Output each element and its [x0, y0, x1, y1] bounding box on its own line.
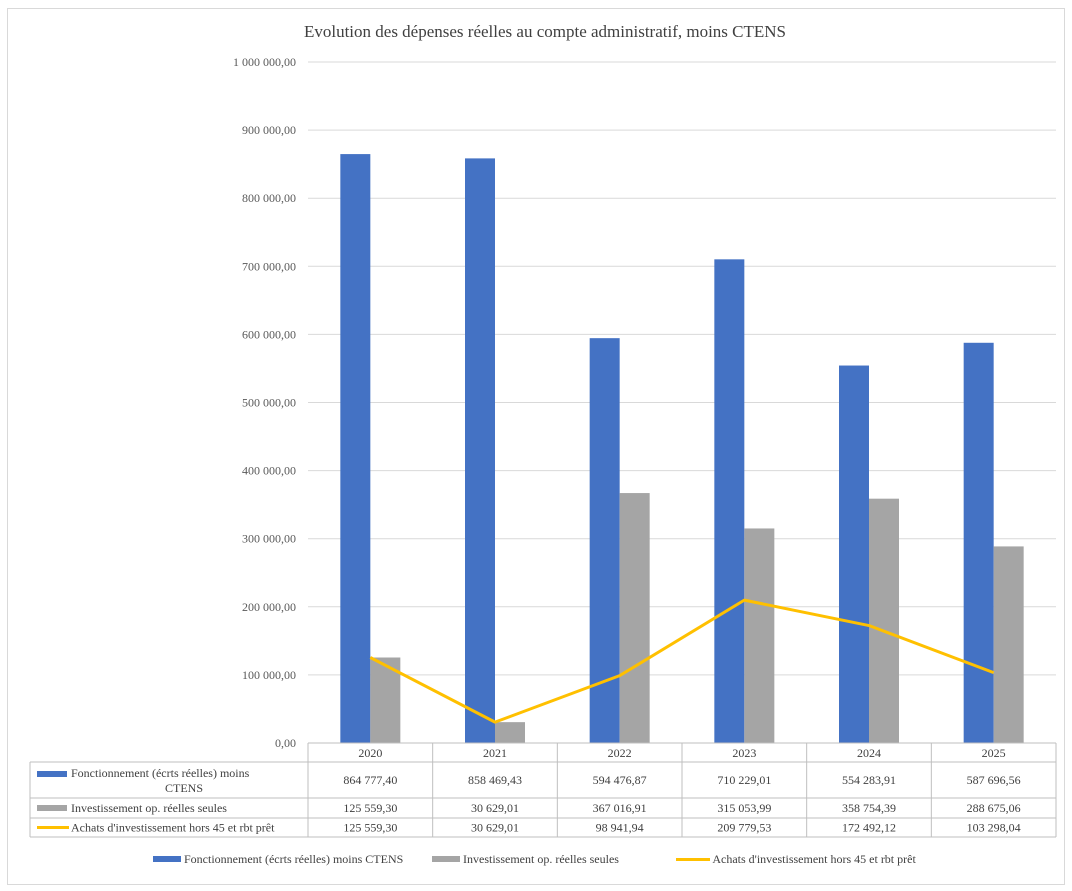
x-category-label: 2022	[608, 746, 632, 760]
table-cell-value: 30 629,01	[471, 801, 519, 815]
y-tick-label: 800 000,00	[242, 191, 296, 205]
table-row-label: Fonctionnement (écrts réelles) moins	[71, 766, 250, 780]
table-cell-value: 858 469,43	[468, 773, 522, 787]
y-tick-label: 600 000,00	[242, 327, 296, 341]
table-cell-value: 98 941,94	[596, 821, 644, 835]
y-tick-label: 900 000,00	[242, 123, 296, 137]
table-cell-value: 125 559,30	[343, 821, 397, 835]
y-tick-label: 100 000,00	[242, 668, 296, 682]
y-tick-label: 700 000,00	[242, 259, 296, 273]
legend-item-fonctionnement: Fonctionnement (écrts réelles) moins CTE…	[153, 852, 423, 866]
legend-item-achats: Achats d'investissement hors 45 et rbt p…	[676, 852, 976, 866]
x-category-label: 2024	[857, 746, 881, 760]
x-category-label: 2021	[483, 746, 507, 760]
legend-item-investissement: Investissement op. réelles seules	[432, 852, 682, 866]
bar-fonctionnement	[839, 365, 869, 743]
table-cell-value: 864 777,40	[343, 773, 397, 787]
table-cell-value: 209 779,53	[717, 821, 771, 835]
legend-swatch-achats	[676, 857, 710, 861]
table-cell-value: 367 016,91	[593, 801, 647, 815]
legend-label-fonctionnement: Fonctionnement (écrts réelles) moins CTE…	[184, 852, 404, 866]
table-cell-value: 30 629,01	[471, 821, 519, 835]
y-tick-label: 200 000,00	[242, 600, 296, 614]
table-row-label: Investissement op. réelles seules	[71, 801, 227, 815]
table-cell-value: 358 754,39	[842, 801, 896, 815]
y-tick-label: 500 000,00	[242, 396, 296, 410]
bar-fonctionnement	[589, 338, 620, 743]
chart-title: Evolution des dépenses réelles au compte…	[303, 22, 787, 41]
table-legend-key	[37, 826, 69, 829]
table-legend-key	[37, 805, 67, 811]
table-cell-value: 172 492,12	[842, 821, 896, 835]
bar-fonctionnement	[465, 158, 495, 743]
y-tick-label: 400 000,00	[242, 464, 296, 478]
table-legend-key	[37, 771, 67, 777]
bar-investissement	[869, 498, 899, 743]
table-cell-value: 288 675,06	[967, 801, 1021, 815]
y-tick-label: 300 000,00	[242, 532, 296, 546]
table-cell-value: 125 559,30	[343, 801, 397, 815]
y-tick-label: 1 000 000,00	[233, 55, 296, 69]
legend-label-investissement: Investissement op. réelles seules	[463, 852, 619, 866]
table-cell-value: 103 298,04	[967, 821, 1021, 835]
x-category-label: 2023	[732, 746, 756, 760]
table-cell-value: 554 283,91	[842, 773, 896, 787]
bar-fonctionnement	[714, 259, 745, 743]
y-tick-label: 0,00	[275, 736, 296, 750]
bar-fonctionnement	[963, 342, 994, 743]
legend-swatch-fonctionnement	[153, 855, 181, 862]
bar-investissement	[744, 528, 775, 743]
bar-investissement	[619, 493, 650, 743]
bar-investissement	[993, 546, 1024, 743]
x-category-label: 2020	[358, 746, 382, 760]
bar-investissement	[495, 722, 525, 743]
legend-swatch-investissement	[432, 855, 460, 862]
table-cell-value: 315 053,99	[717, 801, 771, 815]
table-row-label: CTENS	[165, 781, 203, 795]
table-cell-value: 587 696,56	[967, 773, 1021, 787]
table-row-label: Achats d'investissement hors 45 et rbt p…	[71, 821, 275, 835]
bar-fonctionnement	[340, 154, 371, 743]
table-cell-value: 594 476,87	[593, 773, 647, 787]
line-achats	[369, 598, 995, 724]
x-category-label: 2025	[982, 746, 1006, 760]
table-cell-value: 710 229,01	[717, 773, 771, 787]
legend-label-achats: Achats d'investissement hors 45 et rbt p…	[712, 852, 916, 866]
